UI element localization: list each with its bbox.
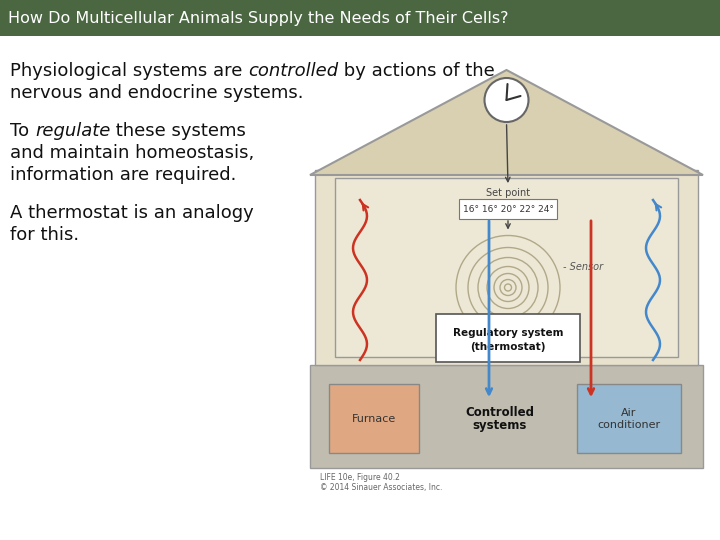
FancyBboxPatch shape	[577, 384, 681, 453]
Text: controlled: controlled	[248, 62, 338, 80]
FancyBboxPatch shape	[0, 0, 720, 36]
FancyBboxPatch shape	[335, 178, 678, 357]
Text: A thermostat is an analogy: A thermostat is an analogy	[10, 204, 253, 222]
Text: conditioner: conditioner	[598, 421, 660, 430]
Text: To: To	[10, 122, 35, 140]
Polygon shape	[310, 365, 703, 468]
Polygon shape	[315, 170, 698, 365]
Text: and maintain homeostasis,: and maintain homeostasis,	[10, 144, 254, 162]
Text: Set point: Set point	[486, 188, 530, 198]
Text: Air: Air	[621, 408, 636, 418]
Text: How Do Multicellular Animals Supply the Needs of Their Cells?: How Do Multicellular Animals Supply the …	[8, 10, 508, 25]
FancyBboxPatch shape	[329, 384, 419, 453]
Text: nervous and endocrine systems.: nervous and endocrine systems.	[10, 84, 304, 102]
Text: Furnace: Furnace	[352, 414, 396, 423]
Text: information are required.: information are required.	[10, 166, 236, 184]
Text: Physiological systems are: Physiological systems are	[10, 62, 248, 80]
Text: LIFE 10e, Figure 40.2: LIFE 10e, Figure 40.2	[320, 473, 400, 482]
Text: for this.: for this.	[10, 226, 79, 244]
Text: these systems: these systems	[110, 122, 246, 140]
Text: - Sensor: - Sensor	[563, 262, 603, 273]
FancyBboxPatch shape	[459, 199, 557, 219]
Circle shape	[485, 78, 528, 122]
Text: by actions of the: by actions of the	[338, 62, 495, 80]
Text: © 2014 Sinauer Associates, Inc.: © 2014 Sinauer Associates, Inc.	[320, 483, 442, 492]
Text: systems: systems	[473, 419, 527, 432]
Text: 16° 16° 20° 22° 24°: 16° 16° 20° 22° 24°	[462, 205, 554, 213]
FancyBboxPatch shape	[436, 314, 580, 361]
Text: regulate: regulate	[35, 122, 110, 140]
Text: Controlled: Controlled	[466, 406, 534, 419]
Text: (thermostat): (thermostat)	[470, 341, 546, 352]
Text: Regulatory system: Regulatory system	[453, 327, 563, 338]
Polygon shape	[310, 70, 703, 175]
